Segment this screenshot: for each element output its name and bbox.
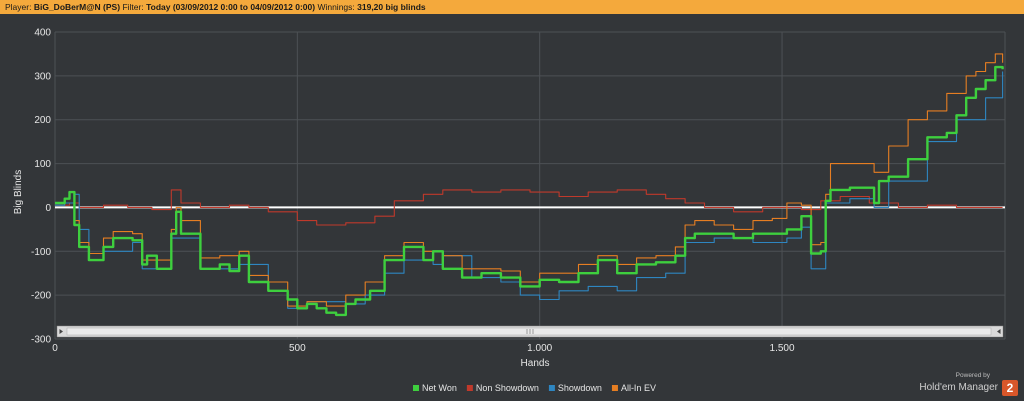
x-tick-label: 500 [289,343,306,354]
scrollbar-grip-icon [526,329,534,334]
scroll-right-arrow-icon[interactable] [997,329,1001,334]
x-tick-label: 1.000 [527,343,552,354]
y-tick-label: 0 [45,203,51,214]
legend-label: Showdown [558,383,602,393]
y-tick-label: 400 [34,28,51,39]
legend-label: All-In EV [621,383,656,393]
scrollbar-thumb[interactable] [66,327,992,336]
filter-value: Today (03/09/2012 0:00 to 04/09/2012 0:0… [146,2,316,12]
powered-by-text: Powered by [955,372,990,379]
series-line-non-showdown [55,189,1003,226]
series-line-net-won [55,65,1004,317]
player-value: BiG_DoBerM@N (PS) [33,2,121,12]
y-tick-label: 200 [34,115,51,126]
player-label: Player: [5,2,32,12]
graph-chart: 400 300 200 100 0 -100 -200 -300 0 500 1.000 1.500… [13,28,1006,393]
x-tick-label: 0 [52,343,58,354]
product-name: Hold'em Manager [919,382,998,394]
x-axis-label: Hands [521,358,550,369]
legend-swatch [548,385,555,391]
x-tick-label: 1.500 [770,343,795,354]
legend-swatch [611,385,618,391]
legend-swatch [466,385,473,391]
legend: Net Won Non Showdown Showdown All-In EV [413,383,656,393]
legend-label: Net Won [422,383,457,393]
plot-background [55,32,1005,339]
legend-label: Non Showdown [476,383,539,393]
x-axis-ticks: 0 500 1.000 1.500 [52,343,795,354]
hem2-logo-icon: 2 [1002,379,1018,396]
hem-branding: Powered by Hold'em Manager 2 [919,372,1018,397]
y-tick-label: -100 [31,247,51,258]
header-bar: Player: BiG_DoBerM@N (PS) Filter: Today … [0,0,1024,14]
series-lines [55,53,1004,317]
winnings-label: Winnings: [317,2,355,12]
y-axis-label: Big Blinds [13,170,24,214]
legend-swatch [413,385,419,391]
y-tick-label: 100 [34,159,51,170]
winnings-value: 319,20 big blinds [357,2,426,12]
y-tick-label: -200 [31,291,51,302]
y-tick-label: -300 [31,335,51,346]
y-axis-ticks: 400 300 200 100 0 -100 -200 -300 [31,28,51,346]
filter-label: Filter: [122,2,144,12]
scroll-left-arrow-icon[interactable] [59,329,64,334]
y-tick-label: 300 [34,71,51,82]
